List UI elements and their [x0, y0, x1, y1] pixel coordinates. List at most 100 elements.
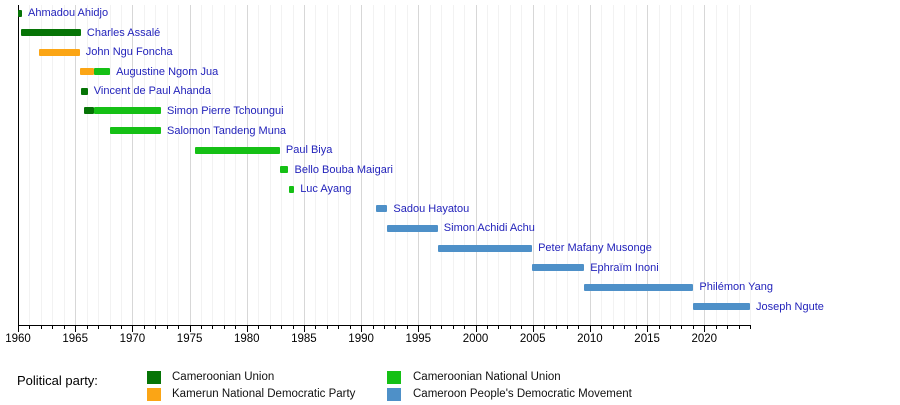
- person-label[interactable]: Sadou Hayatou: [393, 202, 470, 215]
- gridline-1984: [292, 5, 294, 325]
- plot-area: 1960 1965 1970 1975 1980 1985 1990 1995 2000 2005…: [5, 5, 824, 345]
- axis-tick-1966: [86, 325, 88, 329]
- gridline-1986: [315, 5, 317, 325]
- axis-tick-1978: [223, 325, 225, 329]
- gridline-1999: [464, 5, 466, 325]
- axis-tick-label: 2000: [462, 333, 489, 345]
- person-label[interactable]: Paul Biya: [285, 144, 333, 157]
- axis-tick-2024: [750, 325, 751, 329]
- axis-tick-1995: [418, 325, 420, 332]
- axis-tick-2018: [681, 325, 683, 329]
- axis-tick-1970: [132, 325, 134, 332]
- axis-tick-label: 1960: [5, 333, 31, 345]
- person-label[interactable]: Augustine Ngom Jua: [116, 65, 219, 78]
- term-bar-segment: [84, 107, 95, 115]
- gridline-1998: [452, 5, 454, 325]
- person-label[interactable]: John Ngu Foncha: [85, 46, 173, 59]
- axis-tick-1967: [98, 325, 100, 329]
- gridline-2017: [669, 5, 671, 325]
- gridline-1971: [143, 5, 145, 325]
- legend: Political party: Cameroonian Union Kameru…: [0, 365, 900, 405]
- gridline-2013: [624, 5, 626, 325]
- person-label[interactable]: Ephraïm Inoni: [590, 261, 659, 274]
- person-label[interactable]: Peter Mafany Musonge: [538, 242, 652, 254]
- person-label[interactable]: Bello Bouba Maigari: [294, 163, 393, 176]
- axis-tick-1979: [235, 325, 237, 329]
- gridline-1993: [395, 5, 397, 325]
- gridline-1982: [269, 5, 271, 325]
- person-label[interactable]: Vincent de Paul Ahanda: [93, 85, 212, 98]
- axis-tick-1972: [155, 325, 157, 329]
- term-bar-segment: [94, 68, 111, 76]
- axis-tick-2006: [544, 325, 546, 329]
- term-bar-segment: [80, 87, 88, 95]
- axis-tick-2019: [692, 325, 694, 329]
- axis-tick-2005: [532, 325, 534, 332]
- axis-tick-1985: [303, 325, 305, 332]
- axis-tick-2007: [555, 325, 557, 329]
- axis-tick-2010: [589, 325, 591, 332]
- axis-tick-1989: [349, 325, 351, 329]
- axis-tick-2009: [578, 325, 580, 329]
- gridline-1980: [246, 5, 248, 325]
- axis-tick-1974: [178, 325, 180, 329]
- axis-tick-2001: [486, 325, 488, 329]
- gridline-2003: [509, 5, 511, 325]
- gridline-1995: [418, 5, 420, 325]
- axis-tick-2022: [727, 325, 729, 329]
- gridline-1976: [201, 5, 202, 325]
- gridline-1968: [109, 5, 111, 325]
- gridline-1988: [338, 5, 340, 325]
- term-bar-segment: [21, 29, 81, 37]
- person-label[interactable]: Joseph Ngute: [756, 300, 824, 313]
- person-label[interactable]: Philémon Yang: [699, 281, 773, 294]
- gridline-2012: [612, 5, 614, 325]
- axis-tick-2014: [635, 325, 637, 329]
- axis-tick-2013: [624, 325, 626, 329]
- term-bar-segment: [38, 48, 80, 56]
- legend-swatch-kndp: [147, 388, 161, 401]
- person-label[interactable]: Ahmadou Ahidjo: [28, 7, 109, 19]
- person-label[interactable]: Simon Pierre Tchoungui: [167, 104, 284, 117]
- axis-tick-2000: [475, 325, 477, 332]
- term-bar-segment: [94, 107, 161, 115]
- term-bar-segment: [437, 244, 533, 252]
- axis-tick-1962: [40, 325, 42, 329]
- axis-tick-2012: [612, 325, 614, 329]
- axis-tick-label: 1985: [291, 333, 317, 345]
- person-label[interactable]: Charles Assalé: [86, 26, 161, 39]
- legend-label-cu: Cameroonian Union: [172, 371, 275, 383]
- axis-tick-1969: [120, 325, 122, 329]
- gridline-1977: [212, 5, 214, 325]
- axis-tick-label: 2020: [691, 333, 718, 345]
- legend-swatch-cpdm: [387, 388, 401, 401]
- term-bar-segment: [693, 303, 750, 311]
- axis-tick-1988: [338, 325, 340, 329]
- axis-tick-2003: [509, 325, 511, 329]
- gridline-1992: [384, 5, 385, 325]
- term-bar-segment: [376, 205, 388, 213]
- gridline-2023: [738, 5, 740, 325]
- axis-tick-label: 1975: [176, 333, 203, 345]
- axis-tick-1960: [18, 325, 19, 332]
- legend-title: Political party:: [17, 373, 98, 388]
- axis-tick-2002: [498, 325, 500, 329]
- term-bar-segment: [584, 283, 694, 291]
- axis-tick-1991: [372, 325, 374, 329]
- gridline-2014: [635, 5, 637, 325]
- axis-tick-1986: [315, 325, 317, 329]
- gridline-2007: [555, 5, 557, 325]
- term-bar-segment: [288, 185, 295, 193]
- person-label[interactable]: Salomon Tandeng Muna: [167, 124, 287, 137]
- person-label[interactable]: Luc Ayang: [300, 183, 352, 196]
- axis-tick-1965: [75, 325, 77, 332]
- person-label[interactable]: Simon Achidi Achu: [443, 222, 535, 235]
- gridline-2010: [589, 5, 591, 325]
- gridline-1966: [86, 5, 88, 325]
- axis-tick-1971: [143, 325, 145, 329]
- gridline-1990: [361, 5, 363, 325]
- gridline-1996: [429, 5, 431, 325]
- legend-label-cnu: Cameroonian National Union: [413, 371, 561, 383]
- gridline-2008: [567, 5, 568, 325]
